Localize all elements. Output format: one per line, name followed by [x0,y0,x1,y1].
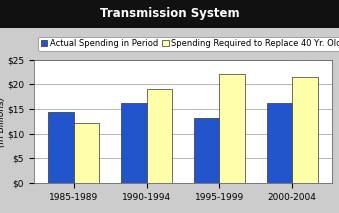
Bar [147,89,172,183]
Text: Transmission System: Transmission System [100,7,239,20]
Bar [219,75,245,183]
Bar [74,123,99,183]
Bar [292,77,318,183]
Bar [267,103,292,183]
Legend: Actual Spending in Period, Spending Required to Replace 40 Yr. Old Plant: Actual Spending in Period, Spending Requ… [38,37,339,51]
Bar [48,112,74,183]
Bar [121,103,147,183]
Bar [194,118,219,183]
Y-axis label: (In Billions): (In Billions) [0,96,5,147]
